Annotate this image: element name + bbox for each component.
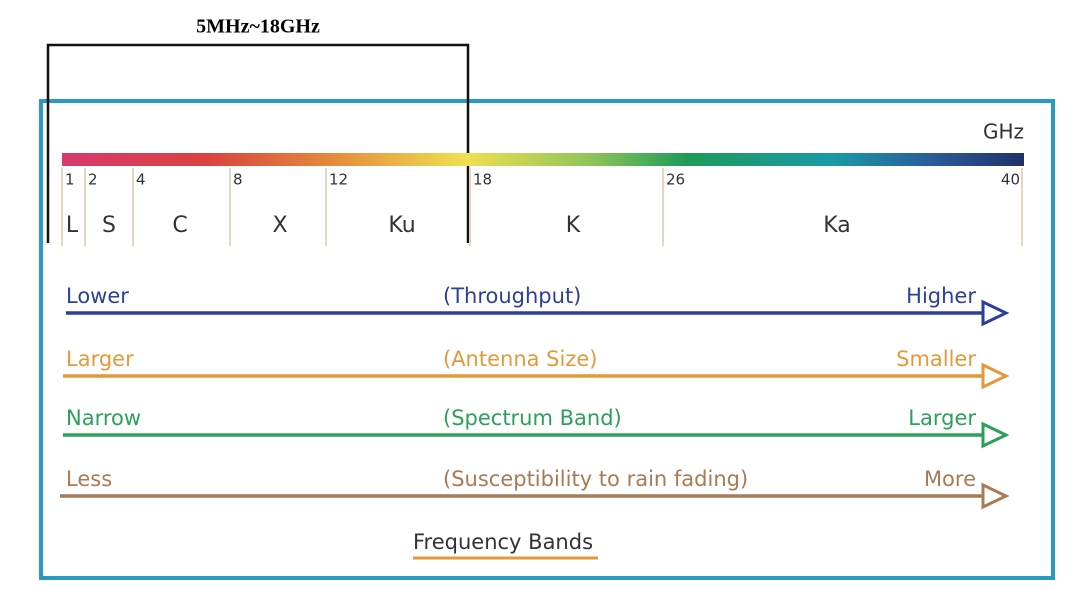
tick-label: 2 xyxy=(88,171,98,189)
arrow-left-label: Lower xyxy=(66,284,129,308)
arrow-center-label: (Throughput) xyxy=(443,284,581,308)
band-label: Ku xyxy=(388,213,415,238)
spectrum-bar xyxy=(62,153,1024,166)
band-label: S xyxy=(102,213,116,238)
band-label: L xyxy=(66,213,79,238)
arrow-right-label: Smaller xyxy=(896,347,976,371)
arrow-head xyxy=(981,362,1010,390)
tick-label: 8 xyxy=(233,171,243,189)
range-bracket xyxy=(46,43,470,243)
tick-label: 1 xyxy=(65,171,75,189)
unit-label: GHz xyxy=(983,120,1024,144)
band-label: X xyxy=(272,213,287,238)
arrow-left-label: Less xyxy=(66,467,112,491)
arrow-center-label: (Antenna Size) xyxy=(443,347,598,371)
arrow-left-label: Larger xyxy=(66,347,134,371)
arrow-center-label: (Susceptibility to rain fading) xyxy=(443,467,748,491)
tick-label: 18 xyxy=(473,171,492,189)
arrow-left-label: Narrow xyxy=(66,406,141,430)
tick-label: 40 xyxy=(1001,171,1020,189)
bracket-label: 5MHz~18GHz xyxy=(196,16,320,38)
tick-label: 12 xyxy=(329,171,348,189)
tick-label: 26 xyxy=(666,171,685,189)
arrow-center-label: (Spectrum Band) xyxy=(443,406,622,430)
arrow-head xyxy=(981,299,1010,327)
caption: Frequency Bands xyxy=(413,530,593,554)
arrow-right-label: More xyxy=(924,467,976,491)
arrow-head xyxy=(981,421,1010,449)
band-label: C xyxy=(172,213,187,238)
band-label: Ka xyxy=(823,213,851,238)
arrow-right-label: Higher xyxy=(906,284,976,308)
tick-label: 4 xyxy=(136,171,146,189)
arrow-head xyxy=(981,482,1010,510)
frame xyxy=(39,99,1055,580)
band-label: K xyxy=(566,213,581,238)
arrow-right-label: Larger xyxy=(908,406,976,430)
